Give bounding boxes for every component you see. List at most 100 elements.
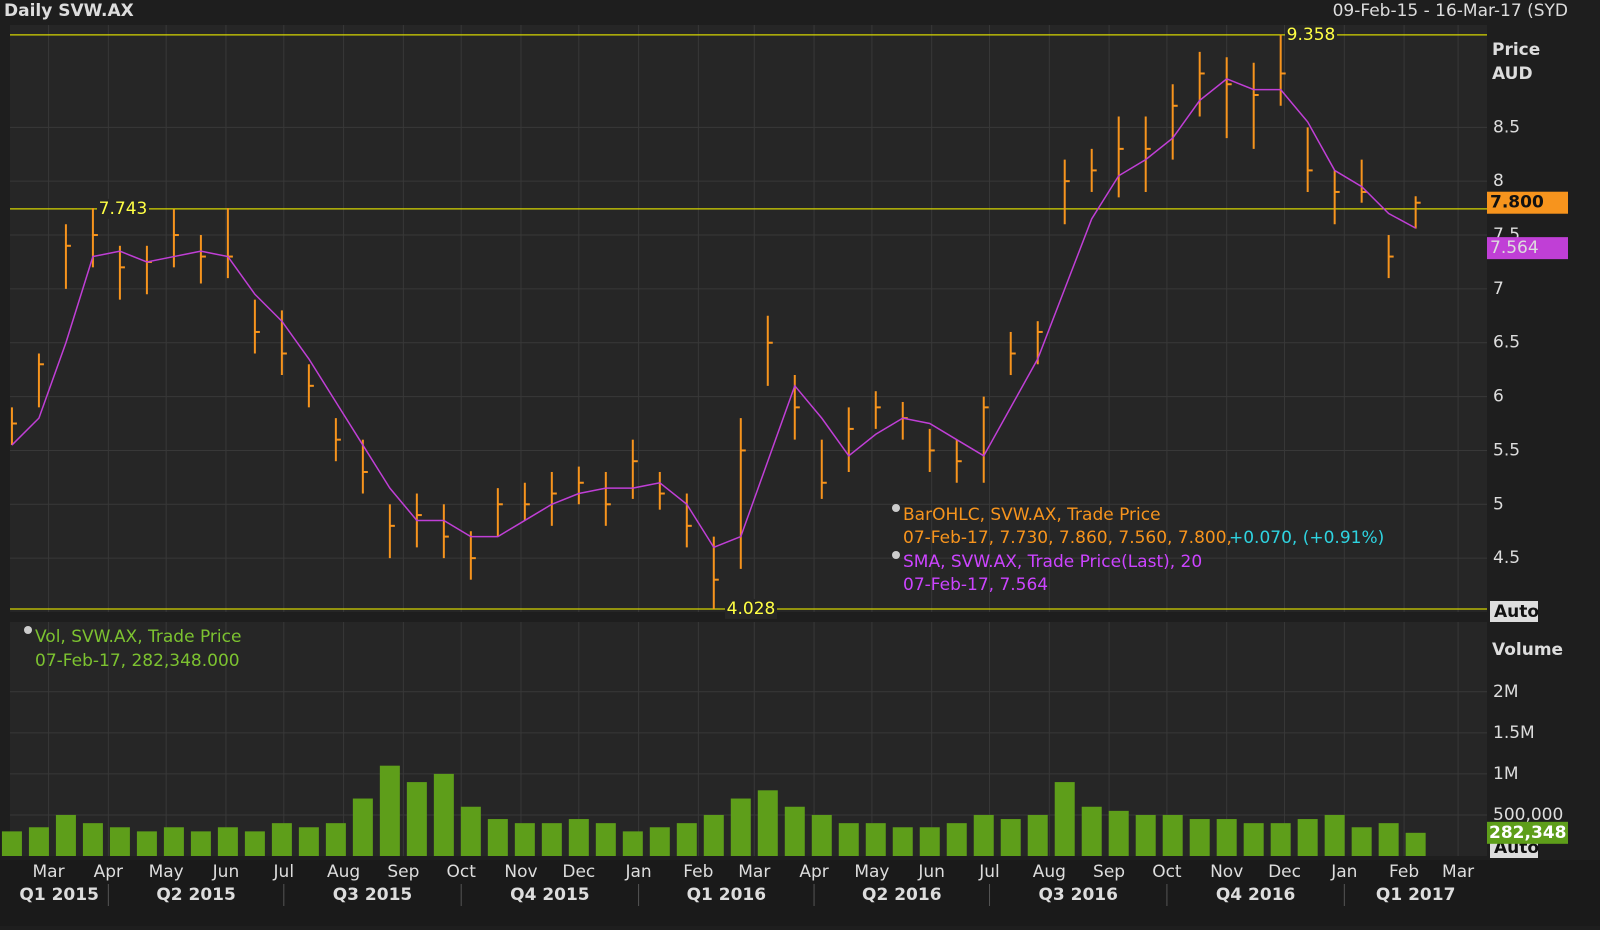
reference-label-bg (725, 598, 777, 619)
volume-bar (190, 831, 211, 856)
volume-bar (244, 831, 265, 856)
reference-label: 9.358 (1287, 25, 1336, 45)
volume-bar (1189, 819, 1210, 856)
x-tick-label: Mar (33, 862, 65, 882)
legend-value: 07-Feb-17, 7.564 (903, 575, 1048, 595)
volume-bar (1378, 823, 1399, 856)
y-tick-label: 6.5 (1493, 333, 1520, 353)
volume-bar (919, 827, 940, 856)
y-tick-label: 2M (1493, 682, 1518, 702)
volume-bar (28, 827, 49, 856)
legend-icon[interactable] (24, 626, 32, 634)
legend-label: Vol, SVW.AX, Trade Price (35, 627, 241, 647)
volume-bar (595, 823, 616, 856)
x-tick-label: Dec (1268, 862, 1301, 882)
x-tick-label: Sep (1093, 862, 1125, 882)
x-tick-label: Dec (562, 862, 595, 882)
volume-bar (1405, 832, 1426, 856)
y-tick-label: 6 (1493, 387, 1504, 407)
volume-bar (163, 827, 184, 856)
reference-label-bg (97, 198, 149, 219)
y-tick-label: 5.5 (1493, 440, 1520, 460)
volume-bar (1, 831, 22, 856)
volume-bar (865, 823, 886, 856)
y-tick-label: 7 (1493, 279, 1504, 299)
x-tick-label: Mar (738, 862, 770, 882)
x-tick-label: Oct (1152, 862, 1182, 882)
volume-bar (892, 827, 913, 856)
volume-bar (1135, 814, 1156, 856)
volume-bar (433, 773, 454, 856)
volume-bar (649, 827, 670, 856)
volume-bar (811, 814, 832, 856)
volume-bar (1216, 819, 1237, 856)
volume-bar (55, 814, 76, 856)
last-volume-tag (1487, 821, 1568, 844)
y-tick-label: 5 (1493, 494, 1504, 514)
y-tick-label: 8.5 (1493, 117, 1520, 137)
volume-bar (1000, 819, 1021, 856)
x-tick-label: May (149, 862, 184, 882)
quarter-label: Q1 2015 (19, 885, 99, 905)
y-tick-label: 1M (1493, 764, 1518, 784)
volume-bar (703, 814, 724, 856)
x-tick-label: May (854, 862, 889, 882)
y-tick-label: 500,000 (1493, 805, 1563, 825)
y-axis-label: AUD (1492, 64, 1533, 84)
quarter-label: Q3 2016 (1038, 885, 1118, 905)
quarter-label: Q1 2016 (687, 885, 767, 905)
volume-bar (541, 823, 562, 856)
volume-bar (838, 823, 859, 856)
volume-bar (622, 831, 643, 856)
quarter-label: Q2 2016 (862, 885, 942, 905)
volume-bar (676, 823, 697, 856)
quarter-label: Q4 2016 (1216, 885, 1296, 905)
volume-bar (1351, 827, 1372, 856)
volume-bar (271, 823, 292, 856)
x-tick-label: Jun (917, 862, 945, 882)
reference-label: 4.028 (727, 599, 776, 619)
x-tick-label: Nov (1210, 862, 1243, 882)
legend-label: SMA, SVW.AX, Trade Price(Last), 20 (903, 552, 1202, 572)
volume-bar (1324, 814, 1345, 856)
volume-bar (109, 827, 130, 856)
chart-title: Daily SVW.AX (4, 1, 134, 21)
x-tick-label: Mar (1442, 862, 1474, 882)
x-tick-label: Oct (446, 862, 476, 882)
y-axis-label: Volume (1492, 640, 1563, 660)
quarter-label: Q3 2015 (333, 885, 413, 905)
x-tick-label: Jan (624, 862, 651, 882)
legend-icon[interactable] (892, 551, 900, 559)
reference-label-bg (1285, 24, 1337, 45)
x-tick-label: Sep (387, 862, 419, 882)
volume-bar (730, 798, 751, 856)
volume-bar (1108, 810, 1129, 856)
date-range: 09-Feb-15 - 16-Mar-17 (SYD (1333, 1, 1568, 21)
volume-bar (325, 823, 346, 856)
volume-bar (217, 827, 238, 856)
sma-line (11, 77, 1417, 549)
x-tick-label: Apr (94, 862, 123, 882)
legend-change: +0.070, (+0.91%) (1229, 528, 1384, 548)
volume-bar (1081, 806, 1102, 856)
y-axis-label: Price (1492, 40, 1540, 60)
last-sma: 7.564 (1490, 238, 1539, 258)
y-tick-label: 4.5 (1493, 548, 1520, 568)
reference-label: 7.743 (99, 199, 148, 219)
volume-bar (514, 823, 535, 856)
volume-bar (568, 819, 589, 856)
volume-bar (379, 765, 400, 856)
y-tick-label: 1.5M (1493, 723, 1535, 743)
x-tick-label: Jan (1330, 862, 1357, 882)
y-tick-label: 8 (1493, 171, 1504, 191)
volume-bar (946, 823, 967, 856)
scale-mode: Auto (1494, 602, 1539, 622)
legend-value: 07-Feb-17, 7.730, 7.860, 7.560, 7.800, (903, 528, 1232, 548)
volume-bar (1297, 819, 1318, 856)
x-axis-band (0, 860, 1600, 926)
x-tick-label: Aug (1033, 862, 1066, 882)
x-tick-label: Jun (212, 862, 240, 882)
legend-icon[interactable] (892, 504, 900, 512)
volume-bar (298, 827, 319, 856)
